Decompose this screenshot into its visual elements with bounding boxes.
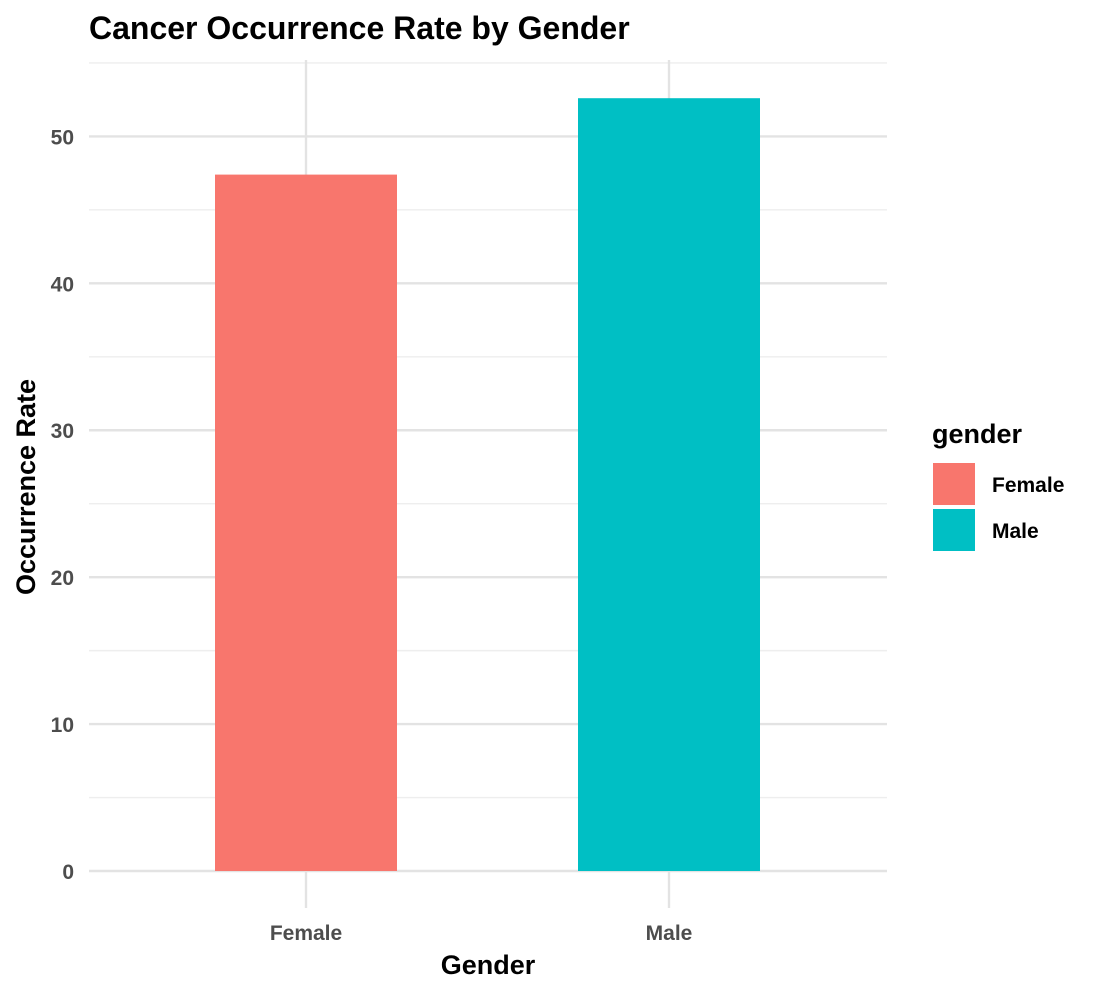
y-axis-title: Occurrence Rate [11, 379, 41, 595]
legend: gender Female Male [932, 419, 1064, 551]
legend-key-female [933, 463, 975, 505]
legend-label: Male [992, 520, 1039, 543]
bars [215, 98, 760, 871]
y-tick-label: 0 [62, 861, 74, 884]
x-tick-label: Male [646, 922, 693, 945]
y-tick-label: 40 [51, 273, 74, 296]
x-axis-ticks: Female Male [270, 922, 693, 945]
x-axis-title: Gender [441, 950, 536, 980]
y-tick-label: 30 [51, 420, 74, 443]
y-tick-label: 50 [51, 126, 74, 149]
bar-male [578, 98, 760, 871]
legend-label: Female [992, 474, 1064, 497]
y-tick-label: 10 [51, 714, 74, 737]
legend-key-male [933, 509, 975, 551]
chart-title: Cancer Occurrence Rate by Gender [89, 10, 630, 46]
y-axis-ticks: 0 10 20 30 40 50 [51, 126, 74, 884]
grid [89, 60, 887, 908]
y-tick-label: 20 [51, 567, 74, 590]
legend-title: gender [932, 419, 1023, 449]
x-tick-label: Female [270, 922, 342, 945]
bar-female [215, 174, 397, 871]
